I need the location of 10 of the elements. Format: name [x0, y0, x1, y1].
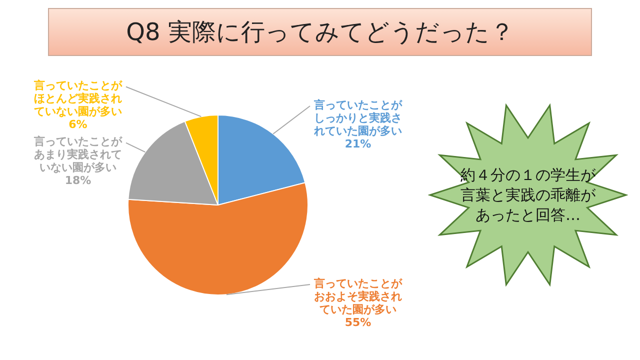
data-label: 21% — [344, 137, 372, 150]
data-label: 18% — [64, 174, 92, 188]
slice-label: 言っていたことがあまり実践されていない園が多い — [33, 135, 123, 174]
slice-label: 言っていたことがしっかりと実践されていた園が多い — [313, 98, 403, 138]
chart-title: Q8 実際に行ってみてどうだった？ — [126, 17, 514, 48]
text: 約４分の１の学生が言葉と実践の乖離があったと回答… — [460, 165, 596, 225]
data-label: 55% — [344, 316, 372, 329]
slice-label: 言っていたことがほとんど実践されていない園が多い — [33, 79, 123, 118]
slice-label: 言っていたことがおおよそ実践されていた園が多い — [313, 276, 403, 316]
data-label: 6% — [68, 118, 88, 132]
